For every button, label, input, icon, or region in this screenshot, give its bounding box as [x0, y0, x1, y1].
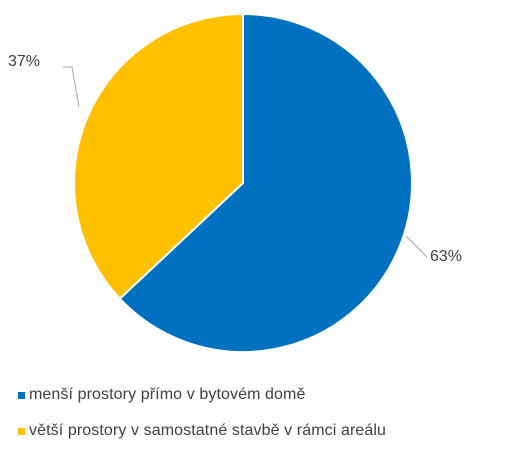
- pie-slices: [73, 13, 413, 353]
- legend-item-smaller-spaces: menší prostory přímo v bytovém domě: [18, 384, 521, 406]
- leader-lines: [63, 66, 428, 258]
- pie-slice-larger-spaces: [73, 13, 244, 300]
- leader-line-smaller-spaces: [405, 235, 428, 258]
- pie-slice-smaller-spaces: [118, 13, 413, 353]
- legend: menší prostory přímo v bytovém domě větš…: [18, 384, 521, 456]
- legend-item-larger-spaces: větší prostory v samostatné stavbě v rám…: [18, 420, 521, 442]
- data-label-smaller-spaces: 63%: [430, 248, 462, 265]
- data-label-larger-spaces: 37%: [8, 53, 40, 70]
- legend-label: větší prostory v samostatné stavbě v rám…: [29, 422, 387, 439]
- pie-chart: 63% 37%: [8, 13, 462, 353]
- leader-line-larger-spaces: [63, 66, 80, 108]
- legend-label: menší prostory přímo v bytovém domě: [29, 386, 306, 403]
- legend-swatch-yellow: [18, 427, 25, 435]
- legend-swatch-blue: [18, 391, 25, 399]
